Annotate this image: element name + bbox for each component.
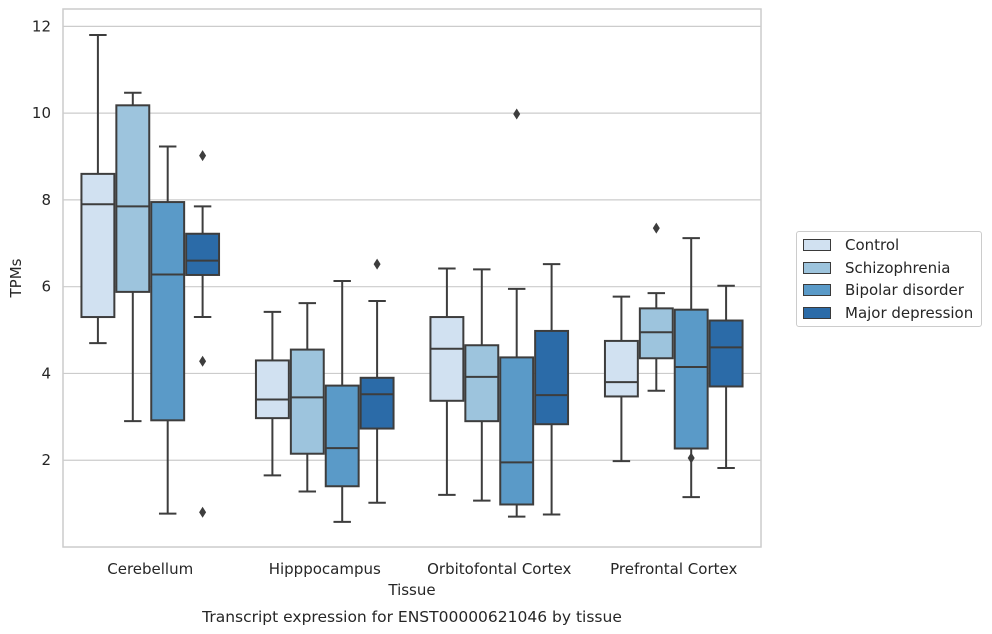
box <box>708 284 744 470</box>
box <box>499 108 535 518</box>
outlier-point <box>373 258 381 270</box>
y-tick-label: 10 <box>32 104 51 122</box>
legend-label: Major depression <box>845 304 974 322</box>
box <box>185 150 221 518</box>
y-axis-label: TPMs <box>7 258 25 298</box>
legend-swatch-control <box>803 239 831 251</box>
legend-label: Schizophrenia <box>845 259 951 277</box>
x-tick-label: Cerebellum <box>107 560 193 578</box>
y-tick-label: 2 <box>41 451 51 469</box>
x-tick-label: Hipppocampus <box>269 560 381 578</box>
box <box>150 145 186 515</box>
outlier-point <box>199 355 207 367</box>
box <box>359 258 395 504</box>
legend-label: Bipolar disorder <box>845 281 964 299</box>
box-iqr <box>185 232 221 276</box>
box <box>254 310 290 477</box>
box-series-layer <box>80 34 744 523</box>
outlier-point <box>687 452 695 464</box>
series-bipolar-disorder <box>150 108 709 523</box>
x-tick-label: Orbitofontal Cortex <box>427 560 571 578</box>
outlier-point <box>652 222 660 234</box>
box <box>464 268 500 502</box>
legend-item-schizophrenia: Schizophrenia <box>803 258 950 278</box>
box <box>429 267 465 496</box>
box <box>80 34 116 345</box>
x-tick-label: Prefrontal Cortex <box>610 560 737 578</box>
outlier-point <box>199 506 207 518</box>
legend: Control Schizophrenia Bipolar disorder M… <box>796 231 982 327</box>
box-iqr <box>115 104 151 293</box>
outlier-point <box>199 150 207 162</box>
box-iqr <box>603 339 639 398</box>
series-schizophrenia <box>115 91 674 502</box>
x-axis-label: Tissue <box>387 581 435 599</box>
box-iqr <box>638 307 674 360</box>
legend-swatch-schizophrenia <box>803 262 831 274</box>
box-iqr <box>324 384 360 488</box>
series-major-depression <box>185 150 744 518</box>
box-iqr <box>80 172 116 319</box>
series-control <box>80 34 639 496</box>
legend-item-control: Control <box>803 235 899 255</box>
y-tick-labels: 2 4 6 8 10 12 <box>32 17 51 469</box>
box-iqr <box>359 376 395 430</box>
box-iqr <box>499 356 535 506</box>
box-iqr <box>289 348 325 455</box>
chart-title: Transcript expression for ENST0000062104… <box>201 608 622 626</box>
box <box>324 280 360 523</box>
legend-label: Control <box>845 236 900 254</box>
legend-swatch-major-depression <box>803 307 831 319</box>
legend-item-bipolar-disorder: Bipolar disorder <box>803 280 964 300</box>
x-tick-labels: Cerebellum Hipppocampus Orbitofontal Corte… <box>107 560 737 578</box>
box-iqr <box>150 201 186 422</box>
y-tick-label: 6 <box>41 278 51 296</box>
box-iqr <box>464 344 500 423</box>
box-iqr <box>673 308 709 450</box>
outlier-point <box>513 108 521 120</box>
y-tick-label: 12 <box>32 17 51 35</box>
box-iqr <box>254 359 290 420</box>
y-tick-label: 4 <box>41 364 51 382</box>
plot-frame <box>62 8 762 548</box>
legend-swatch-bipolar-disorder <box>803 284 831 296</box>
legend-item-major-depression: Major depression <box>803 303 973 323</box>
box <box>289 302 325 493</box>
box <box>534 263 570 516</box>
box <box>603 295 639 463</box>
box-iqr <box>429 316 465 402</box>
box <box>638 222 674 392</box>
box <box>115 91 151 423</box>
y-tick-label: 8 <box>41 191 51 209</box>
box <box>673 237 709 499</box>
box-iqr <box>708 319 744 388</box>
box-iqr <box>534 329 570 426</box>
